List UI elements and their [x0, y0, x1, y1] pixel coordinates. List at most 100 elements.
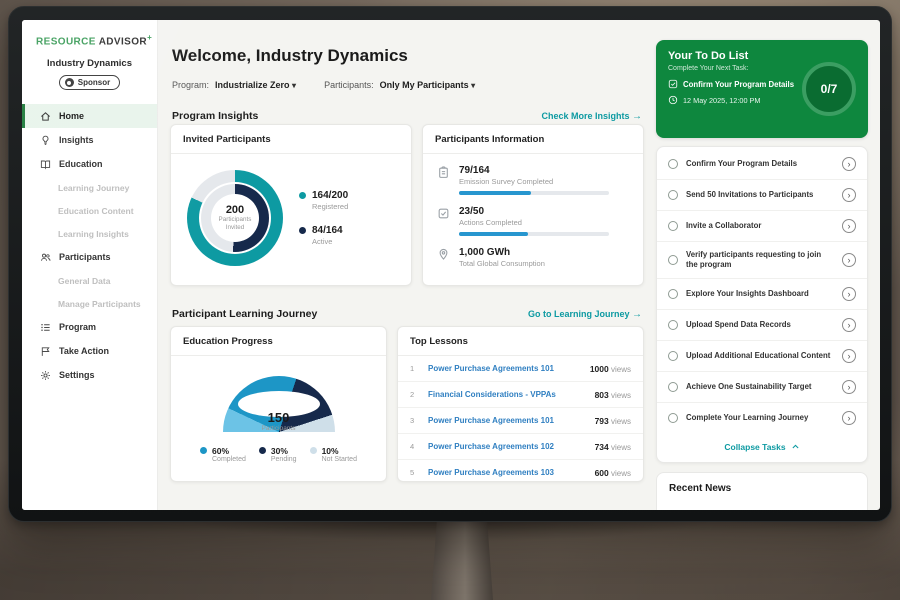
sidebar-item-label: Settings	[59, 370, 95, 381]
main-content: Welcome, Industry Dynamics Program: Indu…	[158, 20, 644, 510]
sidebar-item-home[interactable]: Home	[22, 104, 157, 129]
participants-filter-value: Only My Participants	[379, 80, 469, 90]
task-checkbox[interactable]	[668, 159, 678, 169]
lesson-link[interactable]: Power Purchase Agreements 102	[428, 442, 554, 451]
sidebar-item-general-data[interactable]: General Data	[22, 269, 157, 292]
sidebar-item-label: Manage Participants	[58, 298, 141, 309]
program-filter-value: Industrialize Zero	[215, 80, 290, 90]
program-filter-label: Program:	[172, 80, 210, 90]
task-row[interactable]: Upload Additional Educational Content ›	[657, 341, 867, 373]
home-icon	[39, 110, 51, 122]
chevron-right-icon[interactable]: ›	[842, 219, 856, 233]
section-title: Participant Learning Journey	[172, 308, 318, 320]
task-checkbox[interactable]	[668, 382, 678, 393]
chevron-right-icon[interactable]: ›	[842, 253, 856, 268]
logo-word-resource: RESOURCE	[36, 36, 96, 48]
lesson-row[interactable]: 5 Power Purchase Agreements 103 600 view…	[398, 460, 643, 481]
task-row[interactable]: Confirm Your Program Details ›	[657, 149, 867, 180]
app-logo: RESOURCE ADVISOR+	[36, 33, 157, 47]
chevron-right-icon[interactable]: ›	[842, 411, 856, 426]
task-row[interactable]: Verify participants requesting to join t…	[657, 242, 867, 280]
lesson-link[interactable]: Financial Considerations - VPPAs	[428, 390, 556, 399]
card-title: Invited Participants	[171, 125, 411, 154]
task-checkbox[interactable]	[668, 289, 678, 300]
lesson-row[interactable]: 3 Power Purchase Agreements 101 793 view…	[398, 408, 643, 434]
collapse-tasks-button[interactable]: Collapse Tasks	[657, 433, 867, 460]
sidebar-item-settings[interactable]: Settings	[22, 363, 157, 387]
sidebar-item-participants[interactable]: Participants	[22, 245, 157, 269]
lesson-link[interactable]: Power Purchase Agreements 103	[428, 468, 554, 477]
people-icon	[39, 251, 51, 263]
task-row[interactable]: Achieve One Sustainability Target ›	[657, 372, 867, 404]
lesson-rank: 5	[410, 468, 415, 477]
legend-active: 84/164 Active	[299, 225, 348, 246]
sidebar-item-program[interactable]: Program	[22, 315, 157, 339]
sidebar-item-label: Take Action	[59, 346, 110, 357]
sidebar-item-manage-participants[interactable]: Manage Participants	[22, 292, 157, 315]
chevron-right-icon[interactable]: ›	[842, 349, 856, 364]
task-checkbox[interactable]	[668, 320, 678, 331]
info-row-emission-survey: 79/164 Emission Survey Completed	[423, 154, 643, 195]
lesson-rank: 3	[410, 416, 415, 425]
program-filter-select[interactable]: Industrialize Zero ▾	[215, 80, 296, 90]
legend-dot	[258, 447, 266, 454]
arrow-right-icon: →	[632, 308, 642, 320]
sidebar-item-education[interactable]: Education	[22, 152, 157, 176]
sidebar-item-learning-journey[interactable]: Learning Journey	[22, 176, 157, 199]
sidebar-item-insights[interactable]: Insights	[22, 128, 157, 152]
task-checkbox[interactable]	[668, 351, 678, 362]
sidebar-item-education-content[interactable]: Education Content	[22, 199, 157, 222]
participants-filter-label: Participants:	[324, 80, 374, 90]
sidebar-item-learning-insights[interactable]: Learning Insights	[22, 222, 157, 245]
todo-subtitle: Complete Your Next Task:	[668, 65, 749, 72]
list-icon	[39, 321, 51, 333]
filters-bar: Program: Industrialize Zero ▾ Participan…	[172, 80, 475, 90]
todo-progress-ring: 0/7	[802, 62, 856, 116]
lesson-link[interactable]: Power Purchase Agreements 101	[428, 416, 554, 425]
task-row[interactable]: Upload Spend Data Records ›	[657, 310, 867, 342]
chevron-right-icon[interactable]: ›	[842, 287, 856, 302]
todo-due: 12 May 2025, 12:00 PM	[668, 95, 856, 105]
task-label: Upload Additional Educational Content	[686, 351, 831, 361]
progress-bar	[459, 232, 609, 236]
legend-dot	[299, 227, 306, 234]
sidebar-item-label: Participants	[59, 252, 111, 263]
section-title: Program Insights	[172, 110, 259, 122]
task-label: Explore Your Insights Dashboard	[686, 289, 809, 299]
task-checkbox[interactable]	[668, 190, 678, 200]
go-to-learning-journey-link[interactable]: Go to Learning Journey →	[527, 308, 642, 320]
lesson-row[interactable]: 1 Power Purchase Agreements 101 1000 vie…	[398, 356, 643, 382]
task-row[interactable]: Complete Your Learning Journey ›	[657, 403, 867, 433]
task-checkbox[interactable]	[668, 221, 678, 231]
sponsor-label: Sponsor	[77, 78, 111, 88]
logo-plus: +	[147, 33, 153, 42]
task-row[interactable]: Invite a Collaborator ›	[657, 211, 867, 242]
chevron-right-icon[interactable]: ›	[842, 318, 856, 333]
org-name: Industry Dynamics	[47, 58, 132, 70]
task-row[interactable]: Send 50 Invitations to Participants ›	[657, 180, 867, 211]
chevron-right-icon[interactable]: ›	[842, 380, 856, 395]
check-square-icon	[668, 79, 678, 89]
lesson-row[interactable]: 4 Power Purchase Agreements 102 734 view…	[398, 434, 643, 460]
chevron-right-icon[interactable]: ›	[842, 157, 856, 171]
task-label: Invite a Collaborator	[686, 220, 762, 230]
gauge-legend: 60% Completed 30% Pending 10% Not Started	[171, 446, 386, 463]
participants-filter-select[interactable]: Only My Participants ▾	[380, 80, 476, 90]
task-checkbox[interactable]	[668, 413, 678, 424]
card-title: Participants Information	[423, 125, 643, 154]
todo-title: Your To Do List	[668, 50, 749, 62]
monitor-stand	[431, 516, 493, 600]
monitor-bezel: RESOURCE ADVISOR+ Industry Dynamics Spon…	[8, 6, 892, 522]
lesson-link[interactable]: Power Purchase Agreements 101	[428, 364, 554, 373]
invited-participants-card: Invited Participants 200 Participants In…	[170, 124, 412, 286]
sidebar-item-take-action[interactable]: Take Action	[22, 339, 157, 363]
lesson-rank: 4	[410, 442, 415, 451]
legend-dot	[299, 192, 306, 199]
sponsor-badge[interactable]: Sponsor	[58, 75, 121, 91]
task-checkbox[interactable]	[668, 255, 678, 266]
check-more-insights-link[interactable]: Check More Insights →	[541, 110, 642, 122]
chevron-right-icon[interactable]: ›	[842, 188, 856, 202]
lesson-row[interactable]: 2 Financial Considerations - VPPAs 803 v…	[398, 382, 643, 408]
program-insights-header: Program Insights Check More Insights →	[172, 110, 642, 122]
task-row[interactable]: Explore Your Insights Dashboard ›	[657, 279, 867, 311]
